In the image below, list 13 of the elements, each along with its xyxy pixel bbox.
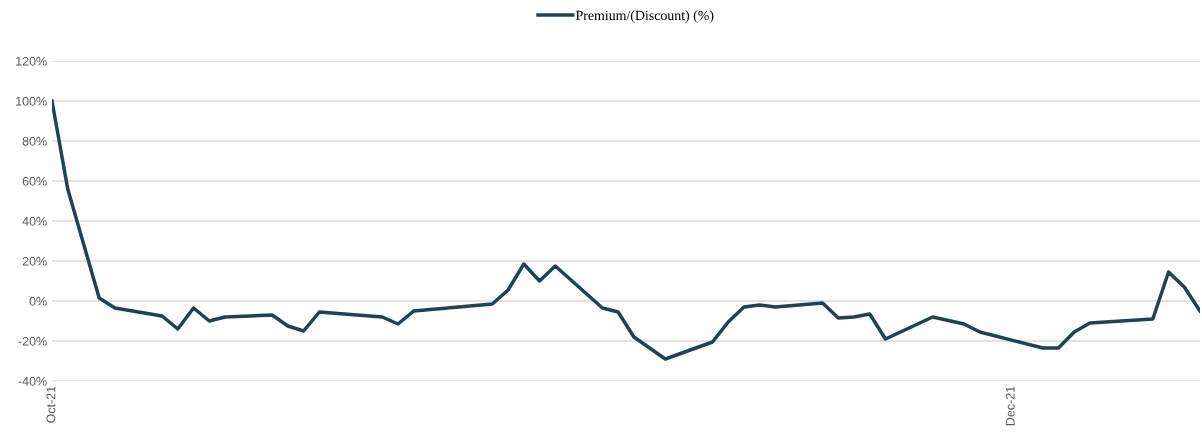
- y-tick-label: 40%: [22, 216, 47, 226]
- y-tick-label: 120%: [16, 56, 47, 66]
- y-tick-label: 20%: [22, 256, 47, 266]
- y-tick-label: -40%: [18, 376, 47, 386]
- legend-label: Premium/(Discount) (%): [575, 10, 714, 23]
- x-tick-label: Dec-21: [1005, 386, 1015, 426]
- y-tick-label: 100%: [16, 96, 47, 106]
- y-tick-label: 0%: [29, 296, 47, 306]
- line-series: [52, 99, 1200, 361]
- y-tick-label: 80%: [22, 136, 47, 146]
- y-tick-label: -20%: [18, 336, 47, 346]
- x-tick-label: Oct-21: [46, 386, 56, 423]
- y-tick-label: 60%: [22, 176, 47, 186]
